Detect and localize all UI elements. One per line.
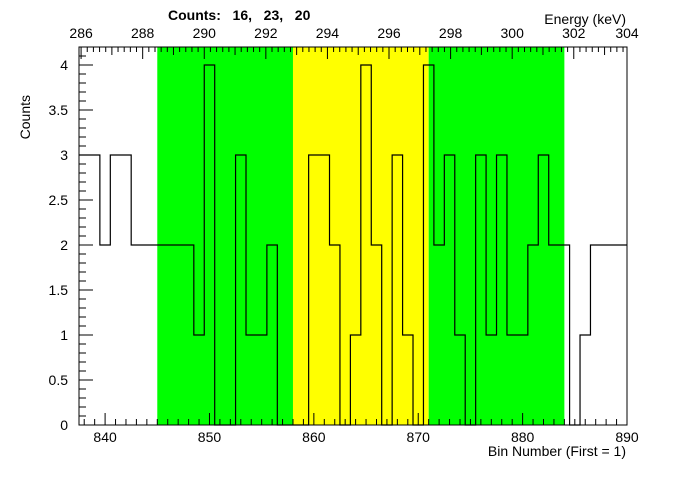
y-tick-label-1.5: 1.5 <box>49 282 69 298</box>
energy-tick-label-292: 292 <box>254 25 278 41</box>
energy-tick-label-302: 302 <box>562 25 586 41</box>
energy-tick-label-288: 288 <box>131 25 155 41</box>
x-tick-label-840: 840 <box>93 429 117 445</box>
y-tick-label-1: 1 <box>60 327 68 343</box>
energy-tick-label-294: 294 <box>316 25 340 41</box>
energy-tick-label-290: 290 <box>193 25 217 41</box>
y-tick-label-3.5: 3.5 <box>49 102 69 118</box>
y-tick-label-4: 4 <box>60 57 68 73</box>
energy-tick-label-296: 296 <box>377 25 401 41</box>
energy-tick-label-304: 304 <box>615 25 639 41</box>
x-tick-label-880: 880 <box>511 429 535 445</box>
x-tick-label-860: 860 <box>302 429 326 445</box>
y-tick-label-2.5: 2.5 <box>49 192 69 208</box>
chart-title: Counts: 16, 23, 20 <box>168 7 311 23</box>
energy-tick-label-298: 298 <box>439 25 463 41</box>
energy-tick-label-300: 300 <box>501 25 525 41</box>
y-tick-label-3: 3 <box>60 147 68 163</box>
y-tick-label-0: 0 <box>60 417 68 433</box>
x-axis-title: Bin Number (First = 1) <box>488 443 626 459</box>
top-axis-title: Energy (keV) <box>544 11 626 27</box>
histogram-layer <box>79 64 627 426</box>
y-tick-label-2: 2 <box>60 237 68 253</box>
y-tick-label-0.5: 0.5 <box>49 372 69 388</box>
x-tick-label-890: 890 <box>615 429 639 445</box>
y-axis-title: Counts <box>17 95 33 139</box>
region-band-1 <box>157 47 293 425</box>
energy-tick-label-286: 286 <box>69 25 93 41</box>
histogram-series <box>79 64 627 426</box>
x-tick-label-870: 870 <box>407 429 431 445</box>
x-tick-label-850: 850 <box>198 429 222 445</box>
